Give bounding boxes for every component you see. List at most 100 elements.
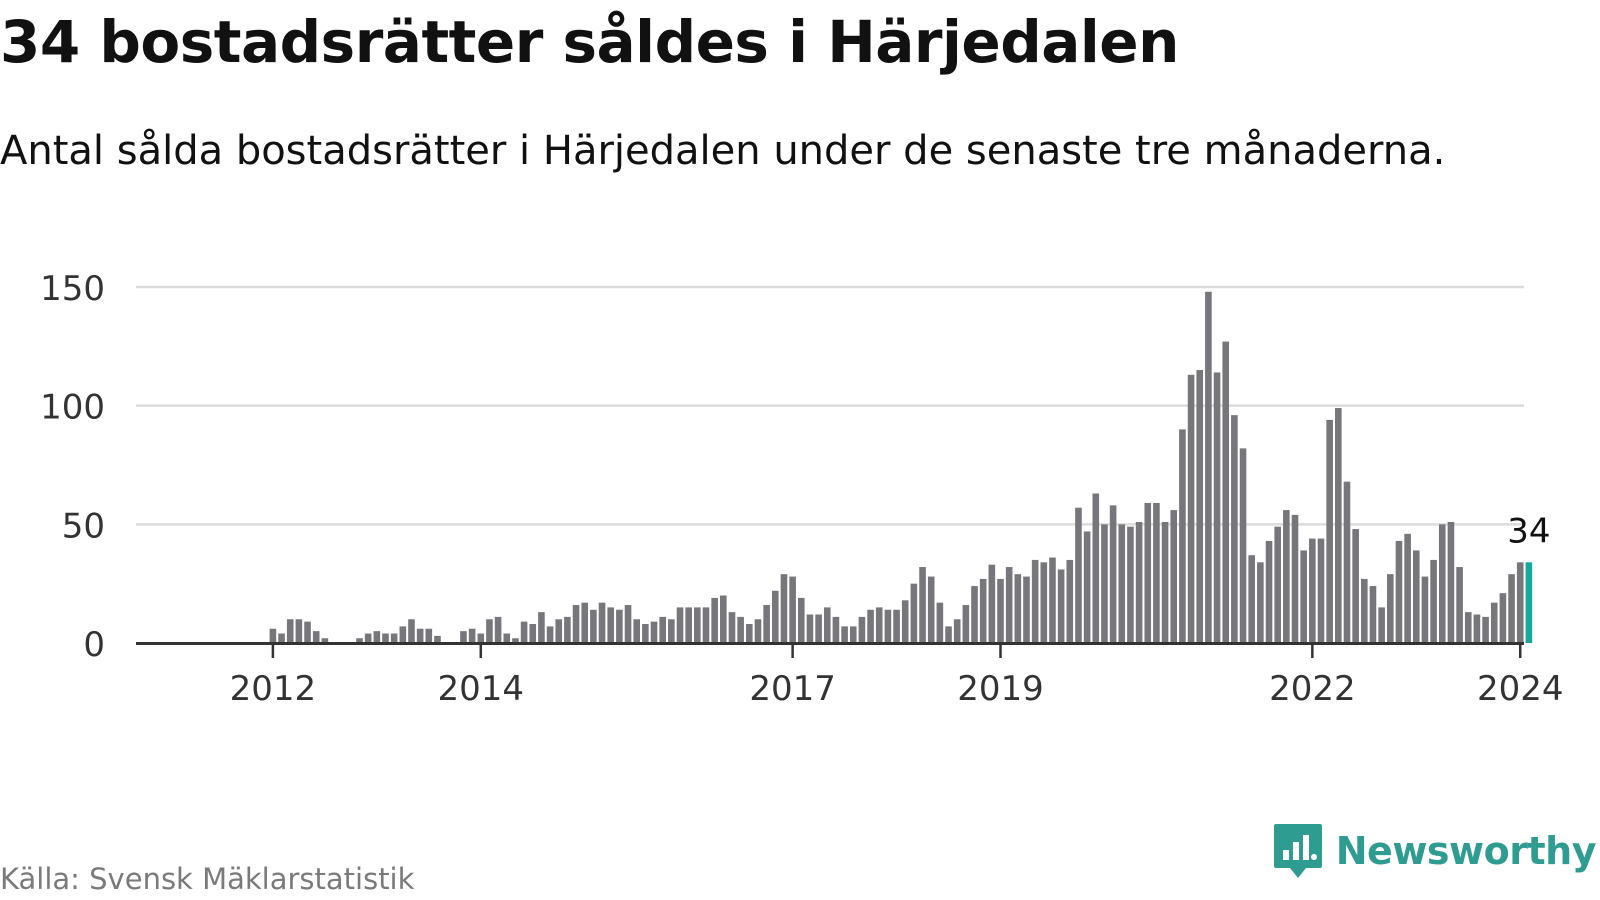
chart-subtitle: Antal sålda bostadsrätter i Härjedalen u… (0, 128, 1446, 174)
bar (295, 619, 303, 643)
bar (1464, 612, 1472, 643)
bar (1005, 567, 1013, 643)
bar (884, 609, 892, 643)
bar (650, 621, 658, 643)
bar (572, 605, 580, 643)
bar (1378, 607, 1385, 643)
bars (269, 291, 1533, 643)
bar (1421, 576, 1429, 643)
bar (546, 626, 554, 643)
bar (477, 633, 485, 643)
bar (832, 616, 840, 643)
bar (1213, 372, 1221, 643)
bar (1386, 574, 1394, 643)
bar (1499, 593, 1507, 643)
bar (416, 628, 424, 643)
bar (797, 597, 805, 643)
y-tick-label: 0 (83, 625, 105, 665)
bar-chart: 0 50 100 150 2012 2014 2017 2019 2022 2024 34 (40, 269, 1564, 709)
bar (962, 605, 970, 643)
bar (321, 638, 329, 643)
bar (685, 607, 692, 643)
bar (1075, 507, 1082, 643)
bar (971, 586, 978, 643)
bar (927, 576, 935, 643)
data-labels: 34 (1507, 511, 1550, 551)
bar (1274, 526, 1281, 643)
x-tick-label: 2017 (749, 669, 836, 709)
bar (1083, 531, 1091, 643)
bar (486, 619, 493, 643)
bar (390, 633, 398, 643)
bar (304, 621, 311, 643)
bar (356, 638, 363, 643)
bar (737, 616, 744, 643)
bar (434, 635, 441, 643)
bar (659, 616, 666, 643)
bar (1161, 521, 1169, 643)
bar (1066, 559, 1074, 643)
brand-name: Newsworthy (1335, 829, 1597, 873)
bar (841, 626, 848, 643)
bar (503, 633, 511, 643)
bar (633, 619, 640, 643)
bar (581, 602, 589, 643)
bar (1248, 555, 1255, 643)
bar (607, 607, 615, 643)
chart-title: 34 bostadsrätter såldes i Härjedalen (0, 8, 1179, 76)
bar (373, 631, 381, 643)
bar (910, 583, 918, 643)
bar (538, 612, 545, 643)
bar (1127, 526, 1134, 643)
y-tick-label: 100 (40, 388, 105, 428)
x-tick-label: 2012 (230, 669, 317, 709)
y-tick-label: 150 (40, 269, 105, 309)
bar (867, 609, 874, 643)
bar (936, 602, 944, 643)
bar (893, 609, 900, 643)
bar (494, 616, 502, 643)
bar (945, 626, 952, 643)
y-axis-labels: 0 50 100 150 (40, 269, 105, 665)
bar (1153, 502, 1160, 643)
x-tick-label: 2014 (438, 669, 525, 709)
bar (771, 590, 779, 643)
bar (1404, 533, 1411, 643)
bar (668, 619, 675, 643)
bar (1231, 415, 1238, 643)
bar (1040, 562, 1048, 643)
bar (953, 619, 961, 643)
bar (520, 621, 528, 643)
bar (1300, 550, 1307, 643)
bar (676, 607, 684, 643)
bar (598, 602, 606, 643)
bar (1196, 370, 1204, 643)
bar (901, 600, 909, 643)
bar (460, 631, 467, 643)
bar (1291, 514, 1299, 643)
bar (555, 619, 563, 643)
x-axis (136, 642, 1524, 658)
x-tick-label: 2022 (1269, 669, 1356, 709)
x-axis-labels: 2012 2014 2017 2019 2022 2024 (230, 669, 1564, 709)
bar (1023, 576, 1030, 643)
newsworthy-logo[interactable]: Newsworthy (1272, 822, 1597, 880)
bar (919, 567, 926, 643)
bar (564, 616, 571, 643)
bar (763, 605, 770, 643)
bar (780, 574, 788, 643)
bar (1222, 341, 1230, 643)
bar (849, 626, 857, 643)
bar (425, 628, 433, 643)
latest-value-label: 34 (1507, 511, 1550, 551)
bar (1508, 574, 1515, 643)
bar (1343, 481, 1351, 643)
bar (728, 612, 736, 643)
bar (815, 614, 822, 643)
bar (642, 624, 649, 643)
bar (1118, 524, 1126, 643)
bar (1031, 559, 1039, 643)
bar (1516, 562, 1524, 643)
bar (1490, 602, 1498, 643)
newsworthy-logo-icon (1273, 824, 1322, 878)
